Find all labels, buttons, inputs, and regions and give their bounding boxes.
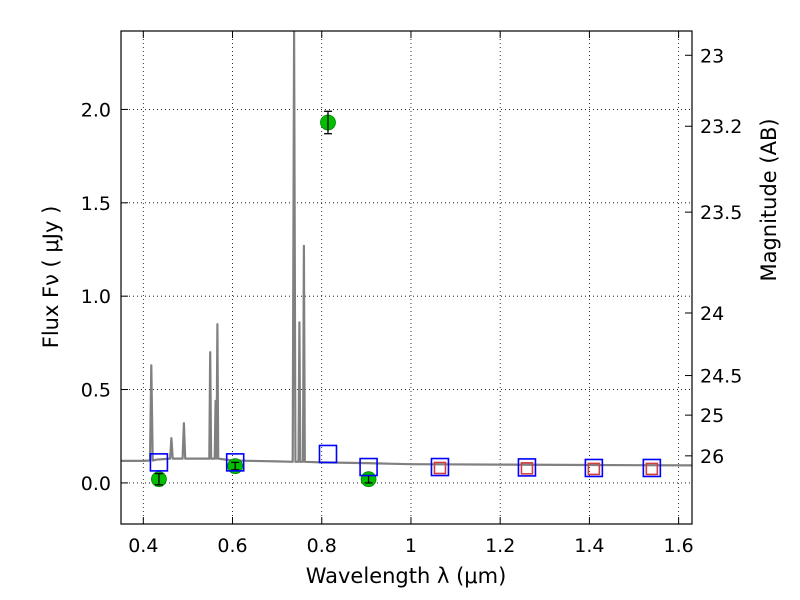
model-photometry-marker <box>642 458 662 478</box>
axis-ticks <box>121 31 692 524</box>
tick-labels: 0.4 0.6 0.8 1 1.2 1.4 1.6 0.0 0.5 1.0 1.5 2.0 23 23.2… <box>81 45 743 557</box>
grid <box>121 31 692 524</box>
model-photometry-marker <box>225 453 245 472</box>
x-tick-label: 0.8 <box>307 535 337 557</box>
y-tick-label: 0.0 <box>81 473 111 495</box>
model-photometry-marker <box>318 444 338 464</box>
mag-tick-label: 23.2 <box>700 116 742 138</box>
mag-tick-label: 23.5 <box>700 202 742 224</box>
y-axis-title: Flux Fν ( μJy ) <box>39 206 63 349</box>
x-axis-title: Wavelength λ (μm) <box>306 564 507 588</box>
model-photometry-marker <box>517 458 537 477</box>
mag-tick-label: 26 <box>700 446 724 468</box>
x-tick-label: 1 <box>405 535 417 557</box>
y-tick-label: 0.5 <box>81 380 111 402</box>
model-spectrum-line <box>121 31 692 467</box>
model-photometry-marker <box>149 453 169 472</box>
y-tick-label: 2.0 <box>81 99 111 121</box>
y-tick-label: 1.0 <box>81 286 111 308</box>
model-photometry-marker <box>430 457 450 477</box>
x-tick-label: 1.6 <box>664 535 694 557</box>
model-photometry-marker <box>584 458 604 478</box>
plot-area <box>121 31 692 488</box>
model-photometry-ir-marker <box>520 462 534 475</box>
x-tick-label: 0.6 <box>217 535 247 557</box>
mag-tick-label: 23 <box>700 45 724 67</box>
mag-tick-label: 25 <box>700 405 724 427</box>
model-photometry-ir-marker <box>587 462 601 476</box>
model-photometry-ir-marker <box>433 461 447 475</box>
x-tick-label: 1.4 <box>574 535 604 557</box>
y-axis-right-title: Magnitude (AB) <box>757 118 781 281</box>
model-photometry-ir-marker <box>645 462 659 476</box>
mag-tick-label: 24.5 <box>700 366 742 388</box>
model-photometry-marker <box>359 457 378 477</box>
y-tick-label: 1.5 <box>81 193 111 215</box>
plot-frame <box>120 30 693 525</box>
x-tick-label: 1.2 <box>485 535 515 557</box>
x-tick-label: 0.4 <box>128 535 158 557</box>
mag-tick-label: 24 <box>700 303 724 325</box>
